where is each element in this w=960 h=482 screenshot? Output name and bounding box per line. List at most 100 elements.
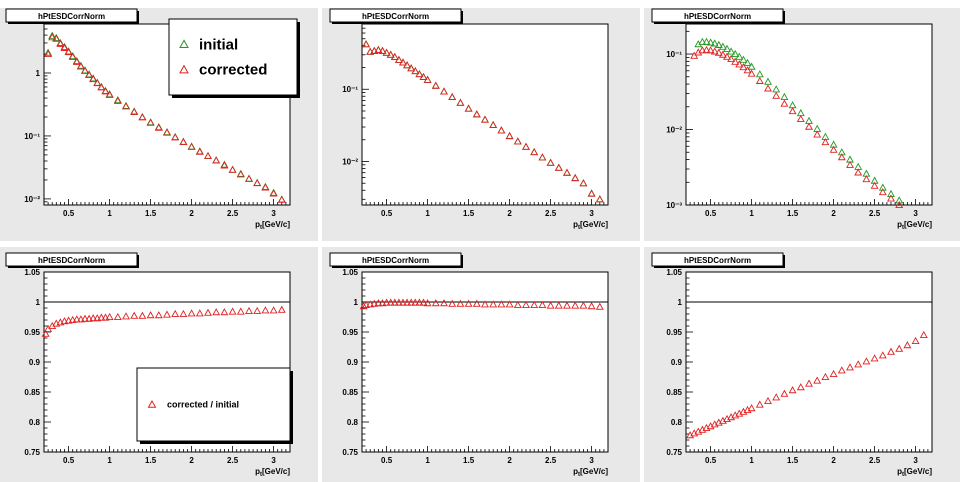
- data-point: [72, 315, 81, 323]
- data-point: [89, 74, 98, 83]
- data-point: [821, 372, 830, 381]
- x-axis-label-main: p: [255, 467, 260, 476]
- data-point: [269, 306, 278, 314]
- data-point: [755, 70, 764, 78]
- data-point: [431, 81, 440, 89]
- y-tick-label: 0.75: [24, 448, 40, 457]
- series-ratio: [359, 298, 604, 310]
- x-tick-label: 2: [507, 209, 512, 218]
- data-point: [739, 63, 748, 71]
- data-point: [870, 181, 879, 189]
- y-tick-label: 1: [354, 298, 359, 307]
- data-point: [220, 308, 229, 316]
- data-point: [236, 307, 245, 315]
- y-tick-label: 10⁻²: [666, 126, 682, 135]
- chart-title: hPtESDCorrNorm: [38, 12, 105, 21]
- data-point: [76, 315, 85, 323]
- data-point: [390, 52, 399, 60]
- data-point: [764, 84, 772, 92]
- data-point: [813, 376, 822, 384]
- data-point: [735, 52, 744, 60]
- data-point: [497, 126, 506, 134]
- data-point: [772, 393, 781, 401]
- data-point: [419, 72, 428, 80]
- title-box: [5, 252, 138, 267]
- data-point: [56, 39, 65, 47]
- data-point: [821, 138, 830, 146]
- series-corrected: [44, 33, 286, 203]
- data-point: [846, 160, 854, 168]
- data-point: [101, 87, 110, 95]
- data-point: [727, 54, 736, 62]
- data-point: [723, 44, 731, 52]
- data-point: [788, 386, 797, 394]
- data-point: [269, 189, 278, 197]
- x-tick-label: 3: [589, 209, 594, 218]
- data-point: [76, 62, 85, 70]
- data-point: [105, 90, 114, 98]
- data-point: [386, 298, 395, 306]
- legend-label: initial: [199, 36, 238, 53]
- data-point: [747, 62, 756, 70]
- data-point: [481, 115, 489, 123]
- data-point: [714, 48, 723, 56]
- x-tick-label: 3: [271, 456, 276, 465]
- data-point: [204, 308, 212, 316]
- data-point: [403, 298, 412, 306]
- data-point: [911, 336, 920, 345]
- data-point: [895, 196, 904, 204]
- x-axis-label-subscript: t: [260, 225, 262, 231]
- data-point: [113, 96, 122, 104]
- x-axis-label: pt[GeV/c]: [573, 467, 608, 478]
- data-point: [64, 316, 73, 324]
- data-point: [714, 40, 723, 48]
- data-point: [571, 301, 580, 309]
- data-point: [411, 67, 420, 75]
- x-tick-label: 2.5: [545, 209, 557, 218]
- data-point: [472, 110, 481, 118]
- data-point: [464, 299, 473, 307]
- data-point: [179, 137, 188, 146]
- data-point: [212, 308, 221, 316]
- data-point: [755, 400, 764, 408]
- data-point: [374, 299, 383, 307]
- plot-frame: [361, 23, 609, 206]
- data-point: [878, 188, 887, 196]
- x-axis-label-unit: [GeV/c]: [262, 220, 290, 229]
- y-tick-label: 1.05: [24, 268, 40, 277]
- x-tick-label: 2.5: [869, 456, 881, 465]
- data-point: [359, 302, 368, 310]
- data-point: [48, 33, 57, 41]
- data-point: [764, 396, 772, 405]
- data-point: [702, 37, 711, 45]
- data-point: [138, 311, 147, 319]
- data-point: [702, 45, 711, 54]
- chart-title: hPtESDCorrNorm: [362, 256, 429, 265]
- data-point: [919, 330, 928, 339]
- data-point: [81, 66, 89, 74]
- data-point: [195, 147, 204, 155]
- x-tick-label: 2: [189, 209, 194, 218]
- data-point: [236, 170, 245, 178]
- data-point: [522, 142, 530, 150]
- chart-title: hPtESDCorrNorm: [684, 256, 751, 265]
- series-ratio: [686, 330, 928, 439]
- data-point: [710, 47, 719, 55]
- data-point: [554, 163, 563, 171]
- data-point: [68, 52, 77, 60]
- x-tick-label: 0.5: [381, 456, 393, 465]
- data-point: [122, 102, 130, 110]
- legend-label: corrected: [199, 62, 267, 79]
- data-point: [878, 183, 887, 191]
- y-tick-label: 0.8: [671, 418, 683, 427]
- y-tick-label: 1: [678, 298, 683, 307]
- data-point: [805, 122, 813, 130]
- data-point: [854, 168, 863, 176]
- data-point: [706, 38, 715, 46]
- title-box: [651, 252, 784, 267]
- data-point: [382, 48, 391, 56]
- data-point: [44, 49, 53, 58]
- chart-title: hPtESDCorrNorm: [684, 12, 751, 21]
- y-tick-label: 0.9: [29, 358, 41, 367]
